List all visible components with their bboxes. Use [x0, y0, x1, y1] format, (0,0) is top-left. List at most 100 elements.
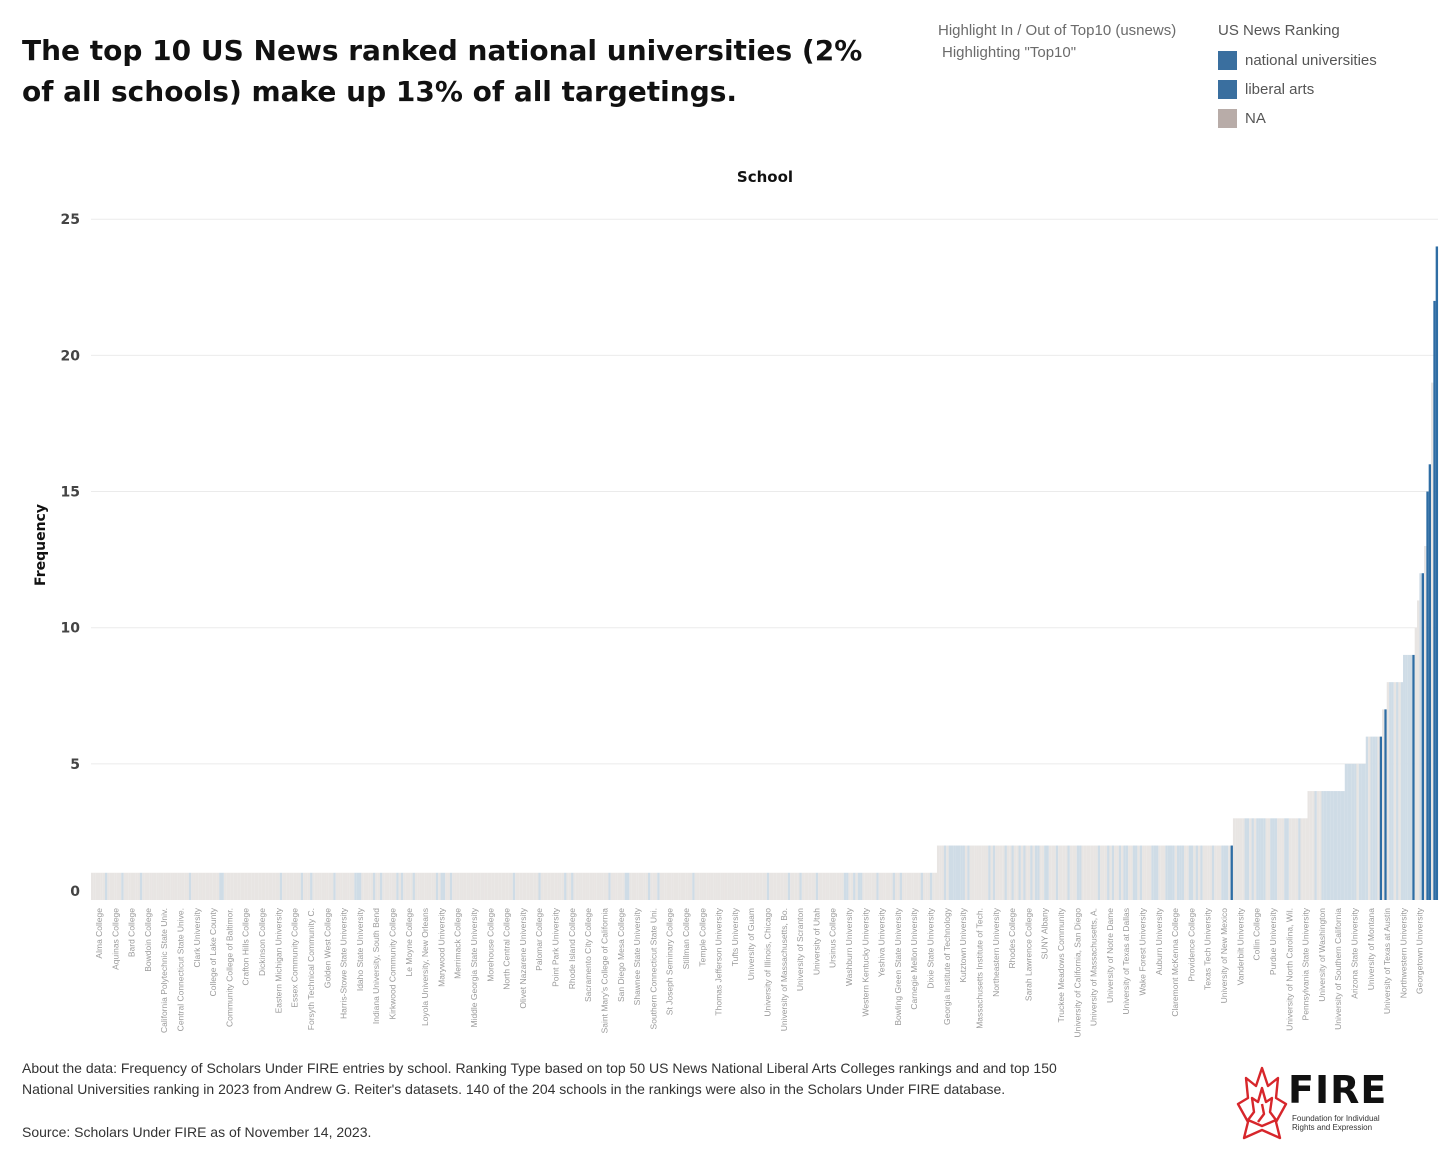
bar[interactable]: [261, 872, 264, 900]
bar[interactable]: [967, 845, 970, 900]
bar[interactable]: [91, 872, 94, 900]
bar[interactable]: [673, 872, 676, 900]
bar[interactable]: [298, 872, 301, 900]
bar[interactable]: [370, 872, 374, 900]
bar[interactable]: [198, 872, 201, 900]
bar[interactable]: [813, 872, 816, 900]
bar[interactable]: [1270, 818, 1273, 900]
bar[interactable]: [1417, 600, 1420, 900]
bar[interactable]: [825, 872, 828, 900]
bar[interactable]: [403, 872, 406, 900]
bar[interactable]: [860, 872, 863, 900]
bar[interactable]: [356, 872, 360, 900]
bar[interactable]: [759, 872, 763, 900]
bar[interactable]: [1174, 845, 1178, 900]
bar[interactable]: [832, 872, 835, 900]
bar[interactable]: [524, 872, 527, 900]
bar[interactable]: [689, 872, 693, 900]
bar[interactable]: [228, 872, 231, 900]
bar[interactable]: [310, 872, 313, 900]
bar[interactable]: [391, 872, 395, 900]
bar[interactable]: [953, 845, 956, 900]
bar[interactable]: [125, 872, 129, 900]
bar[interactable]: [1125, 845, 1129, 900]
bar[interactable]: [778, 872, 781, 900]
bar[interactable]: [1335, 791, 1338, 900]
bar[interactable]: [1039, 845, 1042, 900]
bar[interactable]: [734, 872, 737, 900]
bar[interactable]: [1323, 791, 1327, 900]
bar[interactable]: [915, 872, 919, 900]
bar[interactable]: [536, 872, 539, 900]
bar[interactable]: [160, 872, 164, 900]
bar[interactable]: [447, 872, 450, 900]
bar[interactable]: [1114, 845, 1117, 900]
bar[interactable]: [797, 872, 800, 900]
bar[interactable]: [1309, 791, 1313, 900]
bar[interactable]: [988, 845, 991, 900]
bar[interactable]: [829, 872, 833, 900]
bar[interactable]: [519, 872, 523, 900]
bar[interactable]: [564, 872, 567, 900]
bar[interactable]: [398, 872, 401, 900]
bar[interactable]: [1069, 845, 1073, 900]
bar[interactable]: [188, 872, 192, 900]
bar[interactable]: [412, 872, 415, 900]
bar[interactable]: [1400, 682, 1404, 900]
bar[interactable]: [1424, 546, 1427, 900]
bar[interactable]: [1351, 763, 1355, 900]
bar[interactable]: [1020, 845, 1024, 900]
bar[interactable]: [1225, 845, 1229, 900]
bar[interactable]: [960, 845, 963, 900]
bar[interactable]: [818, 872, 821, 900]
bar[interactable]: [307, 872, 311, 900]
bar[interactable]: [1079, 845, 1082, 900]
bar[interactable]: [596, 872, 600, 900]
bar[interactable]: [1426, 491, 1429, 900]
bar[interactable]: [1407, 654, 1411, 900]
bar[interactable]: [107, 872, 110, 900]
bar[interactable]: [1074, 845, 1077, 900]
bar[interactable]: [941, 845, 944, 900]
bar[interactable]: [1316, 791, 1320, 900]
bar[interactable]: [480, 872, 483, 900]
bar[interactable]: [324, 872, 327, 900]
bar[interactable]: [522, 872, 525, 900]
bar[interactable]: [957, 845, 961, 900]
bar[interactable]: [177, 872, 180, 900]
bar[interactable]: [1090, 845, 1094, 900]
bar[interactable]: [1314, 791, 1317, 900]
bar[interactable]: [671, 872, 674, 900]
bar[interactable]: [1142, 845, 1145, 900]
bar[interactable]: [1272, 818, 1275, 900]
bar[interactable]: [936, 845, 940, 900]
bar[interactable]: [895, 872, 898, 900]
bar[interactable]: [1370, 736, 1373, 900]
bar[interactable]: [839, 872, 842, 900]
bar[interactable]: [1242, 818, 1245, 900]
bar[interactable]: [592, 872, 595, 900]
bar[interactable]: [871, 872, 875, 900]
bar[interactable]: [1081, 845, 1084, 900]
bar[interactable]: [736, 872, 739, 900]
bar[interactable]: [1116, 845, 1119, 900]
bar[interactable]: [1058, 845, 1061, 900]
bar[interactable]: [620, 872, 623, 900]
bar[interactable]: [223, 872, 227, 900]
bar[interactable]: [291, 872, 294, 900]
bar[interactable]: [650, 872, 653, 900]
bar[interactable]: [205, 872, 208, 900]
bar[interactable]: [573, 872, 576, 900]
bar[interactable]: [1137, 845, 1140, 900]
bar[interactable]: [962, 845, 965, 900]
bar[interactable]: [680, 872, 683, 900]
bar[interactable]: [396, 872, 399, 900]
bar[interactable]: [531, 872, 534, 900]
bar[interactable]: [1086, 845, 1089, 900]
bar[interactable]: [892, 872, 896, 900]
legend-item-liberal-arts[interactable]: liberal arts: [1218, 75, 1377, 104]
bar[interactable]: [270, 872, 273, 900]
bar[interactable]: [389, 872, 392, 900]
bar[interactable]: [319, 872, 322, 900]
bar[interactable]: [445, 872, 448, 900]
